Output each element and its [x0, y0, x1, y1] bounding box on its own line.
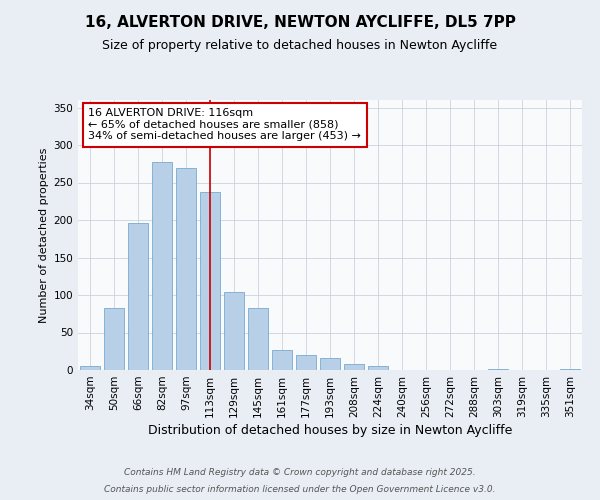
Bar: [368, 366, 388, 370]
X-axis label: Distribution of detached houses by size in Newton Aycliffe: Distribution of detached houses by size …: [148, 424, 512, 437]
Bar: [128, 223, 148, 370]
Bar: [248, 308, 268, 370]
Bar: [344, 364, 364, 370]
Bar: [152, 162, 172, 370]
Bar: [104, 308, 124, 370]
Text: Size of property relative to detached houses in Newton Aycliffe: Size of property relative to detached ho…: [103, 38, 497, 52]
Bar: [560, 368, 580, 370]
Bar: [224, 292, 244, 370]
Text: Contains HM Land Registry data © Crown copyright and database right 2025.: Contains HM Land Registry data © Crown c…: [124, 468, 476, 477]
Bar: [80, 366, 100, 370]
Bar: [272, 350, 292, 370]
Text: Contains public sector information licensed under the Open Government Licence v3: Contains public sector information licen…: [104, 484, 496, 494]
Y-axis label: Number of detached properties: Number of detached properties: [39, 148, 49, 322]
Text: 16, ALVERTON DRIVE, NEWTON AYCLIFFE, DL5 7PP: 16, ALVERTON DRIVE, NEWTON AYCLIFFE, DL5…: [85, 15, 515, 30]
Bar: [320, 358, 340, 370]
Text: 16 ALVERTON DRIVE: 116sqm
← 65% of detached houses are smaller (858)
34% of semi: 16 ALVERTON DRIVE: 116sqm ← 65% of detac…: [88, 108, 361, 142]
Bar: [200, 192, 220, 370]
Bar: [176, 168, 196, 370]
Bar: [296, 355, 316, 370]
Bar: [488, 368, 508, 370]
